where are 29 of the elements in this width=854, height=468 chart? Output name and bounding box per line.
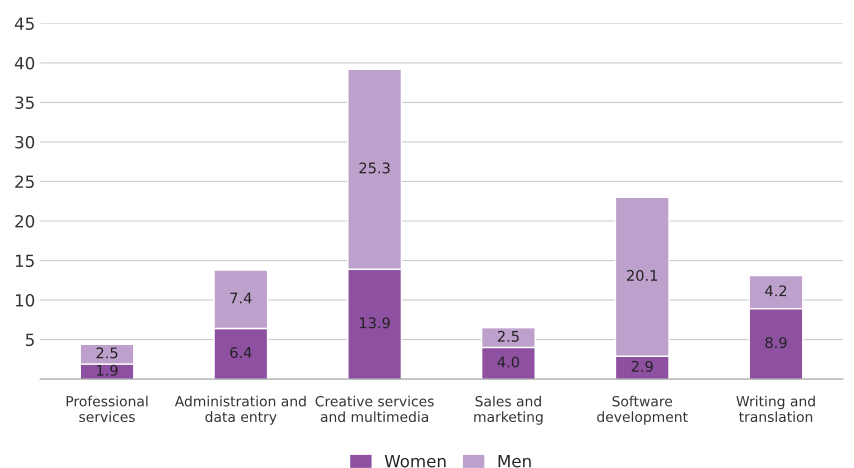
data-label: 25.3 [359,162,390,174]
data-label: 8.9 [765,337,787,348]
data-label: 13.9 [360,317,390,328]
y-tick-label: 35 [15,96,34,110]
x-tick-label: Administration and data entry [174,396,306,425]
data-label: 1.9 [97,364,118,376]
y-tick-label: 20 [15,214,34,228]
y-tick-label: 25 [15,175,34,188]
data-label: 4.0 [498,356,520,368]
legend-label: Men [498,455,531,468]
y-tick-label: 40 [14,56,34,70]
legend-label: Women [384,455,446,468]
data-label: 6.4 [230,346,252,358]
data-label: 7.4 [230,292,252,304]
y-tick-label: 45 [14,18,34,30]
x-tick-label: Software development [597,396,688,425]
data-label: 4.2 [765,285,786,296]
x-tick-label: Writing and translation [736,396,815,422]
y-tick-label: 30 [15,136,34,149]
data-label: 20.1 [627,270,658,281]
data-label: 2.5 [498,330,519,342]
y-tick-label: 15 [16,254,34,268]
data-label: 2.9 [632,360,653,372]
y-tick-label: 10 [16,294,34,307]
y-tick-label: 5 [26,334,34,346]
data-label: 2.5 [96,347,118,358]
x-tick-label: Creative services and multimedia [316,396,434,422]
x-tick-label: Professional services [66,396,148,422]
x-tick-label: Sales and marketing [474,396,543,425]
